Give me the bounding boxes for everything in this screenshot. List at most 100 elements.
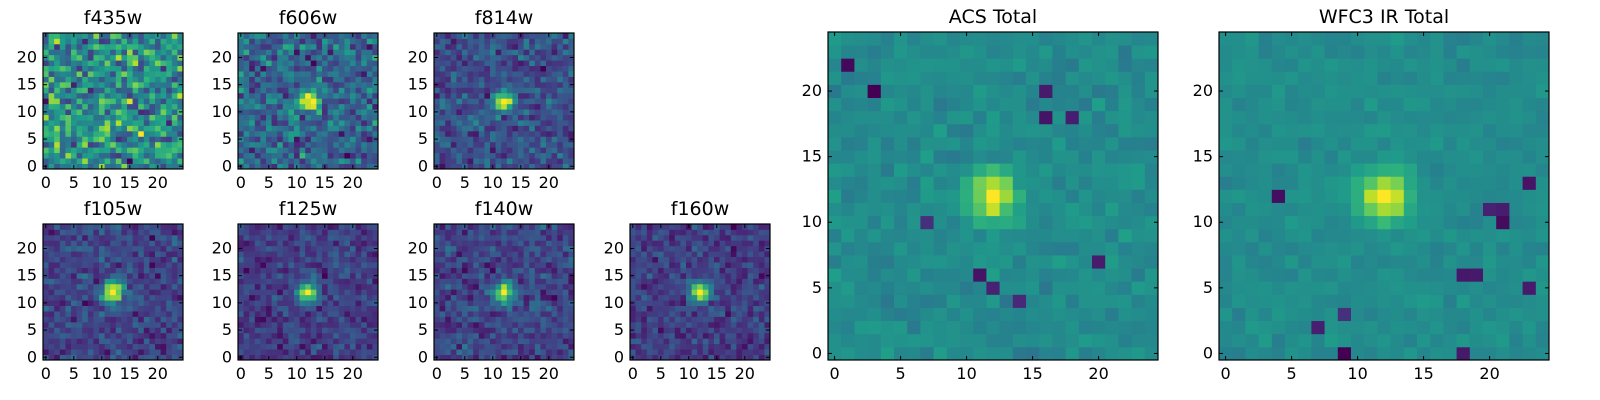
pixel-cell (310, 120, 317, 126)
pixel-cell (54, 332, 61, 339)
pixel-cell (658, 316, 664, 323)
pixel-cell (110, 163, 117, 170)
pixel-cell (93, 114, 100, 121)
pixel-cell (495, 103, 502, 110)
pixel-cell (254, 125, 261, 132)
pixel-cell (254, 343, 261, 350)
pixel-cell (132, 92, 139, 99)
pixel-cell (143, 327, 150, 334)
pixel-cell (333, 316, 340, 323)
pixel-cell (473, 147, 480, 154)
pixel-cell (59, 256, 66, 263)
pixel-cell (132, 114, 139, 121)
pixel-cell (646, 283, 653, 290)
pixel-cell (327, 158, 334, 164)
pixel-cell (76, 240, 83, 247)
pixel-cell (166, 92, 173, 99)
pixel-cell (43, 65, 49, 72)
pixel-cell (546, 229, 552, 236)
pixel-cell (155, 262, 161, 268)
pixel-cell (238, 294, 244, 301)
pixel-cell (456, 92, 463, 99)
pixel-cell (523, 338, 530, 345)
pixel-cell (54, 294, 61, 301)
pixel-cell (327, 54, 334, 61)
pixel-cell (523, 38, 530, 45)
pixel-cell (82, 234, 89, 241)
pixel-cell (327, 234, 334, 241)
pixel-cell (434, 114, 440, 121)
pixel-cell (1039, 255, 1053, 269)
pixel-cell (758, 332, 765, 339)
pixel-cell (288, 245, 295, 252)
pixel-cell (434, 338, 440, 345)
pixel-cell (372, 294, 379, 301)
pixel-cell (266, 136, 272, 143)
pixel-cell (484, 130, 491, 137)
pixel-cell (143, 65, 150, 72)
pixel-cell (674, 272, 681, 279)
pixel-cell (132, 332, 139, 339)
pixel-cell (48, 283, 55, 290)
pixel-cell (506, 332, 513, 339)
pixel-cell (99, 81, 105, 88)
pixel-cell (506, 38, 513, 45)
pixel-cell (635, 224, 642, 230)
pixel-cell (540, 278, 547, 285)
pixel-cell (450, 338, 457, 345)
pixel-cell (104, 98, 111, 105)
pixel-cell (490, 234, 496, 241)
pixel-cell (1092, 307, 1106, 322)
pixel-cell (132, 33, 139, 39)
pixel-cell (266, 267, 272, 274)
pixel-cell (445, 256, 452, 263)
pixel-cell (1078, 176, 1093, 190)
pixel-cell (920, 268, 934, 282)
pixel-cell (691, 251, 698, 258)
pixel-cell (110, 234, 117, 241)
pixel-cell (65, 60, 72, 67)
pixel-cell (854, 333, 868, 348)
pixel-cell (71, 114, 77, 121)
pixel-cell (115, 251, 122, 258)
pixel-cell (708, 245, 715, 252)
y-tick-label: 15 (212, 266, 232, 285)
pixel-cell (540, 98, 547, 105)
pixel-cell (490, 92, 496, 99)
pixel-cell (294, 98, 300, 105)
pixel-cell (143, 251, 150, 258)
pixel-cell (506, 267, 513, 274)
pixel-cell (166, 152, 173, 159)
pixel-cell (260, 87, 267, 94)
pixel-cell (160, 229, 167, 236)
pixel-cell (82, 49, 89, 56)
pixel-cell (674, 316, 681, 323)
pixel-cell (445, 338, 452, 345)
pixel-cell (271, 224, 278, 230)
pixel-cell (1118, 215, 1132, 230)
pixel-cell (646, 338, 653, 345)
pixel-cell (333, 300, 340, 306)
pixel-cell (635, 332, 642, 339)
pixel-cell (473, 163, 480, 170)
pixel-cell (1065, 189, 1080, 203)
pixel-cell (121, 43, 128, 50)
pixel-cell (71, 332, 77, 339)
pixel-cell (534, 262, 541, 268)
pixel-cell (456, 114, 463, 121)
pixel-cell (501, 158, 508, 164)
pixel-cell (986, 307, 1000, 322)
pixel-cell (54, 354, 61, 361)
pixel-cell (87, 343, 94, 350)
pixel-cell (686, 240, 692, 247)
pixel-cell (71, 65, 77, 72)
pixel-cell (562, 251, 569, 258)
pixel-cell (462, 327, 468, 334)
pixel-cell (249, 158, 256, 164)
pixel-cell (54, 272, 61, 279)
pixel-cell (282, 147, 289, 154)
pixel-cell (127, 251, 133, 258)
pixel-cell (557, 327, 564, 334)
pixel-cell (322, 43, 328, 50)
